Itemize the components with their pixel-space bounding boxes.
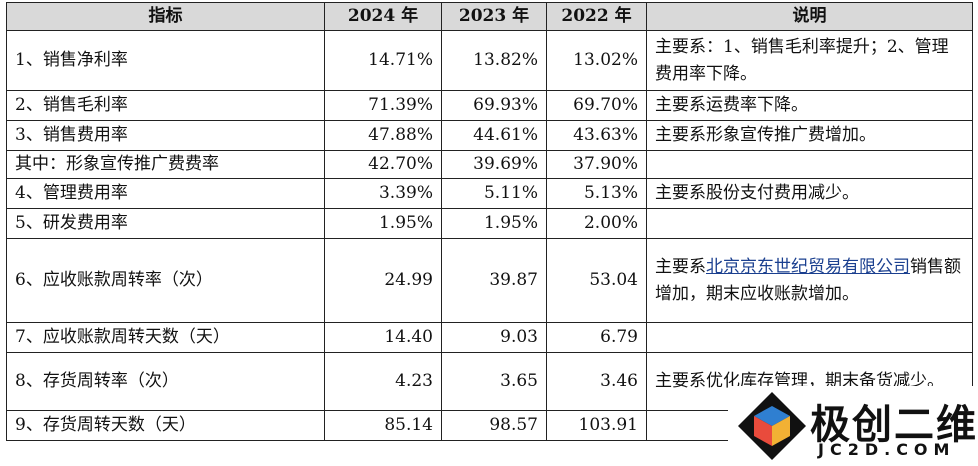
header-cell: 2023 年 (441, 2, 547, 31)
value-cell: 39.87 (441, 238, 547, 323)
header-cell: 2022 年 (546, 2, 647, 31)
table-body: 1、销售净利率 14.71% 13.82% 13.02% 主要系：1、销售毛利率提升；2… (6, 30, 973, 441)
value-cell: 69.70% (546, 90, 647, 121)
value-cell: 4.23 (324, 352, 442, 411)
header-cell: 说明 (646, 2, 973, 31)
watermark-title: 极创二维 (810, 402, 978, 448)
value-cell: 42.70% (324, 150, 442, 179)
note-cell: 主要系：1、销售毛利率提升；2、管理费用率下降。 (646, 30, 973, 91)
note-cell (646, 208, 973, 239)
value-cell: 98.57 (441, 410, 547, 441)
value-cell: 9.03 (441, 322, 547, 353)
indicator-cell: 6、应收账款周转率（次） (6, 238, 325, 323)
table-row: 7、应收账款周转天数（天） 14.40 9.03 6.79 (6, 322, 973, 353)
value-cell: 103.91 (546, 410, 647, 441)
value-cell: 5.13% (546, 178, 647, 209)
indicator-cell: 7、应收账款周转天数（天） (6, 322, 325, 353)
indicator-cell: 3、销售费用率 (6, 120, 325, 151)
value-cell: 85.14 (324, 410, 442, 441)
indicator-cell: 5、研发费用率 (6, 208, 325, 239)
note-cell: 主要系股份支付费用减少。 (646, 178, 973, 209)
note-cell: 主要系形象宣传推广费增加。 (646, 120, 973, 151)
logo (738, 392, 806, 460)
value-cell: 39.69% (441, 150, 547, 179)
table-row: 其中：形象宣传推广费费率 42.70% 39.69% 37.90% (6, 150, 973, 179)
note-text: 主要系股份支付费用减少。 (655, 183, 859, 203)
indicator-cell: 其中：形象宣传推广费费率 (6, 150, 325, 179)
watermark-site: JC2D.COM (818, 440, 956, 459)
indicator-cell: 4、管理费用率 (6, 178, 325, 209)
indicator-cell: 2、销售毛利率 (6, 90, 325, 121)
value-cell: 53.04 (546, 238, 647, 323)
value-cell: 1.95% (324, 208, 442, 239)
value-cell: 14.71% (324, 30, 442, 91)
value-cell: 6.79 (546, 322, 647, 353)
indicator-cell: 1、销售净利率 (6, 30, 325, 91)
note-text: 主要系 (655, 256, 706, 277)
value-cell: 13.02% (546, 30, 647, 91)
table-row: 2、销售毛利率 71.39% 69.93% 69.70% 主要系运费率下降。 (6, 90, 973, 121)
value-cell: 24.99 (324, 238, 442, 323)
indicator-cell: 8、存货周转率（次） (6, 352, 325, 411)
note-text: 北京京东世纪贸易有限公司 (706, 256, 910, 277)
note-cell (646, 150, 973, 179)
table-row: 5、研发费用率 1.95% 1.95% 2.00% (6, 208, 973, 239)
indicator-cell: 9、存货周转天数（天） (6, 410, 325, 441)
note-cell: 主要系北京京东世纪贸易有限公司销售额增加，期末应收账款增加。 (646, 238, 973, 323)
value-cell: 37.90% (546, 150, 647, 179)
note-text: 主要系运费率下降。 (655, 95, 808, 115)
table-row: 3、销售费用率 47.88% 44.61% 43.63% 主要系形象宣传推广费增加。 (6, 120, 973, 151)
note-cell (646, 322, 973, 353)
note-text: 主要系：1、销售毛利率提升；2、管理费用率下降。 (655, 36, 949, 84)
value-cell: 3.46 (546, 352, 647, 411)
watermark: 极创二维 JC2D.COM (728, 386, 978, 466)
note-text: 销售额增加，期末应收账款增加。 (655, 256, 961, 304)
value-cell: 5.11% (441, 178, 547, 209)
header-row: 指标 2024 年 2023 年 2022 年说明 (6, 2, 973, 31)
value-cell: 71.39% (324, 90, 442, 121)
header-cell: 2024 年 (324, 2, 442, 31)
value-cell: 3.39% (324, 178, 442, 209)
table: 指标 2024 年 2023 年 2022 年说明 1、销售净利率 14.71% 13.8… (6, 2, 973, 441)
value-cell: 14.40 (324, 322, 442, 353)
value-cell: 44.61% (441, 120, 547, 151)
value-cell: 43.63% (546, 120, 647, 151)
table-row: 6、应收账款周转率（次） 24.99 39.87 53.04 主要系北京京东世纪贸易有限… (6, 238, 973, 323)
value-cell: 13.82% (441, 30, 547, 91)
note-text: 主要系形象宣传推广费增加。 (655, 125, 876, 145)
table-row: 1、销售净利率 14.71% 13.82% 13.02% 主要系：1、销售毛利率提升；2… (6, 30, 973, 91)
table-row: 4、管理费用率 3.39% 5.11% 5.13% 主要系股份支付费用减少。 (6, 178, 973, 209)
header-cell: 指标 (6, 2, 325, 31)
value-cell: 1.95% (441, 208, 547, 239)
value-cell: 2.00% (546, 208, 647, 239)
value-cell: 69.93% (441, 90, 547, 121)
note-cell: 主要系运费率下降。 (646, 90, 973, 121)
value-cell: 3.65 (441, 352, 547, 411)
value-cell: 47.88% (324, 120, 442, 151)
